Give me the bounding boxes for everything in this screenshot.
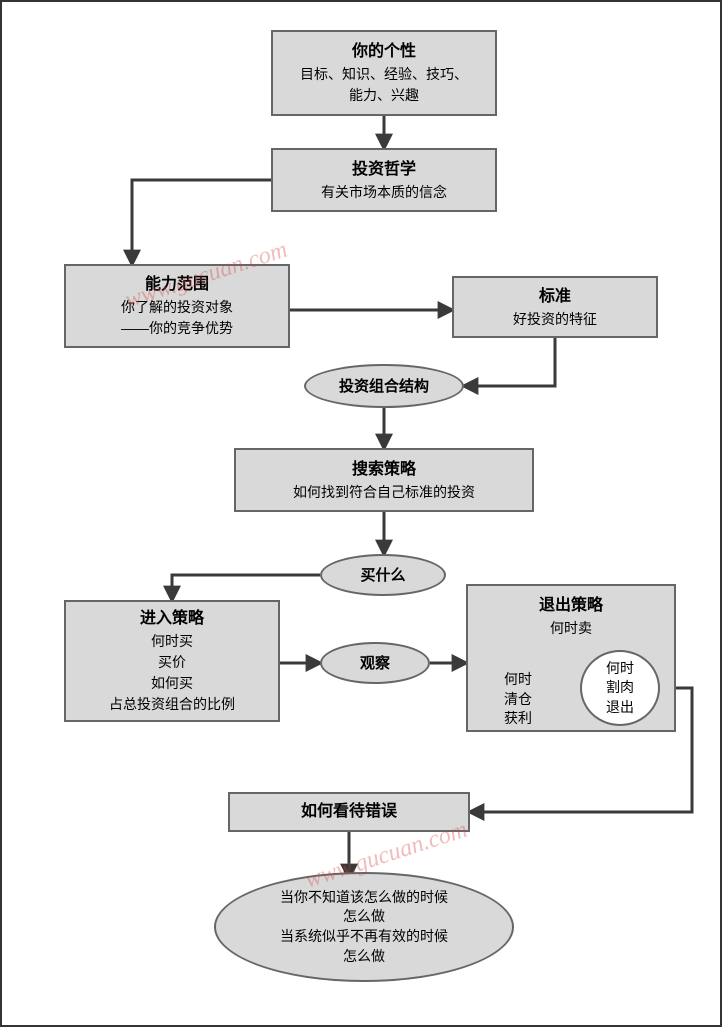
- node-competence: 能力范围 你了解的投资对象——你的竞争优势: [64, 264, 290, 348]
- node-philosophy-title: 投资哲学: [352, 158, 416, 182]
- node-competence-body: 你了解的投资对象——你的竞争优势: [121, 297, 233, 339]
- node-observe-title: 观察: [360, 653, 390, 674]
- node-exit-body: 何时卖: [550, 618, 592, 639]
- node-entry: 进入策略 何时买买价如何买占总投资组合的比例: [64, 600, 280, 722]
- node-search: 搜索策略 如何找到符合自己标准的投资: [234, 448, 534, 512]
- node-buywhat: 买什么: [320, 554, 446, 596]
- node-portfolio-title: 投资组合结构: [339, 376, 429, 397]
- node-exit-loss: 何时割肉退出: [580, 650, 660, 726]
- node-mistakes: 如何看待错误: [228, 792, 470, 832]
- node-entry-title: 进入策略: [140, 607, 204, 631]
- node-search-body: 如何找到符合自己标准的投资: [293, 482, 475, 503]
- node-competence-title: 能力范围: [145, 273, 209, 297]
- node-entry-body: 何时买买价如何买占总投资组合的比例: [109, 631, 235, 715]
- node-mistakes-title: 如何看待错误: [301, 800, 397, 824]
- node-search-title: 搜索策略: [352, 458, 416, 482]
- node-philosophy-body: 有关市场本质的信念: [321, 182, 447, 203]
- node-exit-title: 退出策略: [539, 594, 603, 618]
- node-criteria: 标准 好投资的特征: [452, 276, 658, 338]
- node-personality-title: 你的个性: [352, 40, 416, 64]
- node-criteria-body: 好投资的特征: [513, 309, 597, 330]
- node-philosophy: 投资哲学 有关市场本质的信念: [271, 148, 497, 212]
- node-portfolio: 投资组合结构: [304, 364, 464, 408]
- node-exit-loss-body: 何时割肉退出: [606, 659, 634, 718]
- exit-profit-label: 何时清仓获利: [488, 670, 548, 729]
- node-observe: 观察: [320, 642, 430, 684]
- node-criteria-title: 标准: [539, 285, 571, 309]
- node-buywhat-title: 买什么: [360, 565, 405, 586]
- node-personality-body: 目标、知识、经验、技巧、能力、兴趣: [300, 64, 468, 106]
- flowchart-page: 你的个性 目标、知识、经验、技巧、能力、兴趣 投资哲学 有关市场本质的信念 能力…: [0, 0, 722, 1027]
- node-unknown-body: 当你不知道该怎么做的时候怎么做当系统似乎不再有效的时候怎么做: [280, 888, 448, 966]
- node-unknown: 当你不知道该怎么做的时候怎么做当系统似乎不再有效的时候怎么做: [214, 872, 514, 982]
- node-personality: 你的个性 目标、知识、经验、技巧、能力、兴趣: [271, 30, 497, 116]
